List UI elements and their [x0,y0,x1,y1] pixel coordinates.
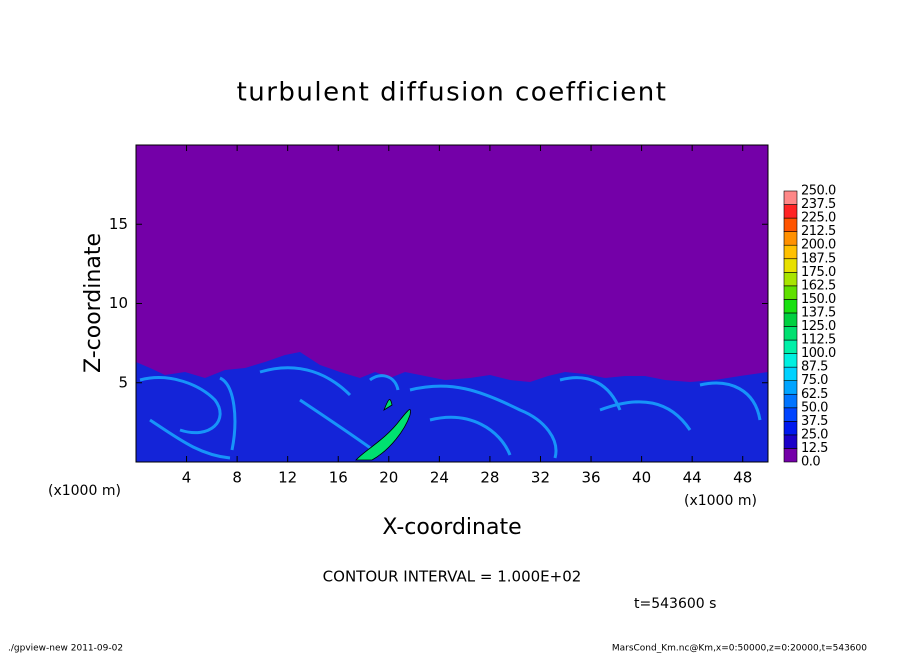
high-region [383,399,393,411]
colorbar-box [783,326,798,341]
x-tick-label: 8 [232,469,242,487]
colorbar-box [783,258,798,273]
colorbar-box [783,339,798,354]
high-region [355,409,411,461]
x-unit-label: (x1000 m) [48,483,121,499]
colorbar-box [783,434,798,449]
footer-right: MarsCond_Km.nc@Km,x=0:50000,z=0:20000,t=… [612,644,867,654]
footer-left: ./gpview-new 2011-09-02 [8,644,123,654]
x-tick-label: 4 [182,469,192,487]
colorbar-box [783,190,798,205]
colorbar-box [783,407,798,422]
colorbar-label: 112.5 [801,333,836,348]
colorbar-box [783,393,798,409]
x-tick-label: 32 [531,469,550,487]
colorbar-label: 137.5 [801,305,836,320]
x-tick-label: 36 [581,469,600,487]
x-unit-label: (x1000 m) [684,493,757,509]
colorbar-label: 162.5 [801,278,836,293]
colorbar-label: 87.5 [801,360,828,375]
colorbar-box [783,231,798,246]
colorbar-label: 200.0 [801,238,836,253]
colorbar-label: 62.5 [801,387,828,402]
colorbar-box [783,271,798,287]
colorbar-box [783,421,798,436]
x-tick-label: 20 [379,469,398,487]
colorbar-box [783,217,798,232]
x-axis-label: X-coordinate [382,515,521,540]
field [135,144,769,463]
colorbar-label: 75.0 [801,373,828,388]
contour-interval: CONTOUR INTERVAL = 1.000E+02 [323,568,582,586]
colorbar-label: 175.0 [801,265,836,280]
colorbar-label: 237.5 [801,197,836,212]
turbulent-layer [136,352,768,462]
colorbar-box [783,312,798,327]
colorbar-label: 225.0 [801,211,836,226]
y-tick-label: 10 [109,294,128,312]
time-label: t=543600 s [634,596,716,612]
colorbar-box [783,353,798,368]
y-tick-label: 15 [109,215,128,233]
colorbar-box [783,366,798,381]
colorbar-box [783,299,798,314]
x-tick-label: 28 [480,469,499,487]
x-tick-label: 44 [683,469,702,487]
colorbar-label: 150.0 [801,292,836,307]
colorbar-label: 12.5 [801,441,828,456]
x-tick-label: 12 [278,469,297,487]
eddies [139,366,762,460]
colorbar-label: 250.0 [801,184,836,199]
colorbar-label: 100.0 [801,346,836,361]
colorbar-box [783,380,798,395]
x-tick-label: 24 [430,469,449,487]
y-tick-label: 5 [118,373,128,391]
colorbar-box [783,285,798,300]
colorbar-label: 212.5 [801,224,836,239]
y-axis-label: Z-coordinate [81,233,106,373]
x-tick-label: 40 [632,469,651,487]
chart-title: turbulent diffusion coefficient [237,78,668,108]
colorbar-label: 125.0 [801,319,836,334]
colorbar-label: 50.0 [801,400,828,415]
colorbar-label: 37.5 [801,414,828,429]
colorbar-label: 25.0 [801,427,828,442]
colorbar-label: 187.5 [801,251,836,266]
colorbar-box [783,244,798,260]
x-tick-label: 48 [733,469,752,487]
colorbar-box [783,448,798,463]
colorbar-box [783,204,798,219]
x-tick-label: 16 [329,469,348,487]
colorbar-label: 0.0 [801,455,820,470]
